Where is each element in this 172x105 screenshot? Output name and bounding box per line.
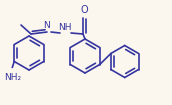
Text: NH: NH xyxy=(58,22,72,32)
Text: N: N xyxy=(44,22,50,30)
Text: O: O xyxy=(80,5,88,15)
Text: NH₂: NH₂ xyxy=(4,72,21,81)
